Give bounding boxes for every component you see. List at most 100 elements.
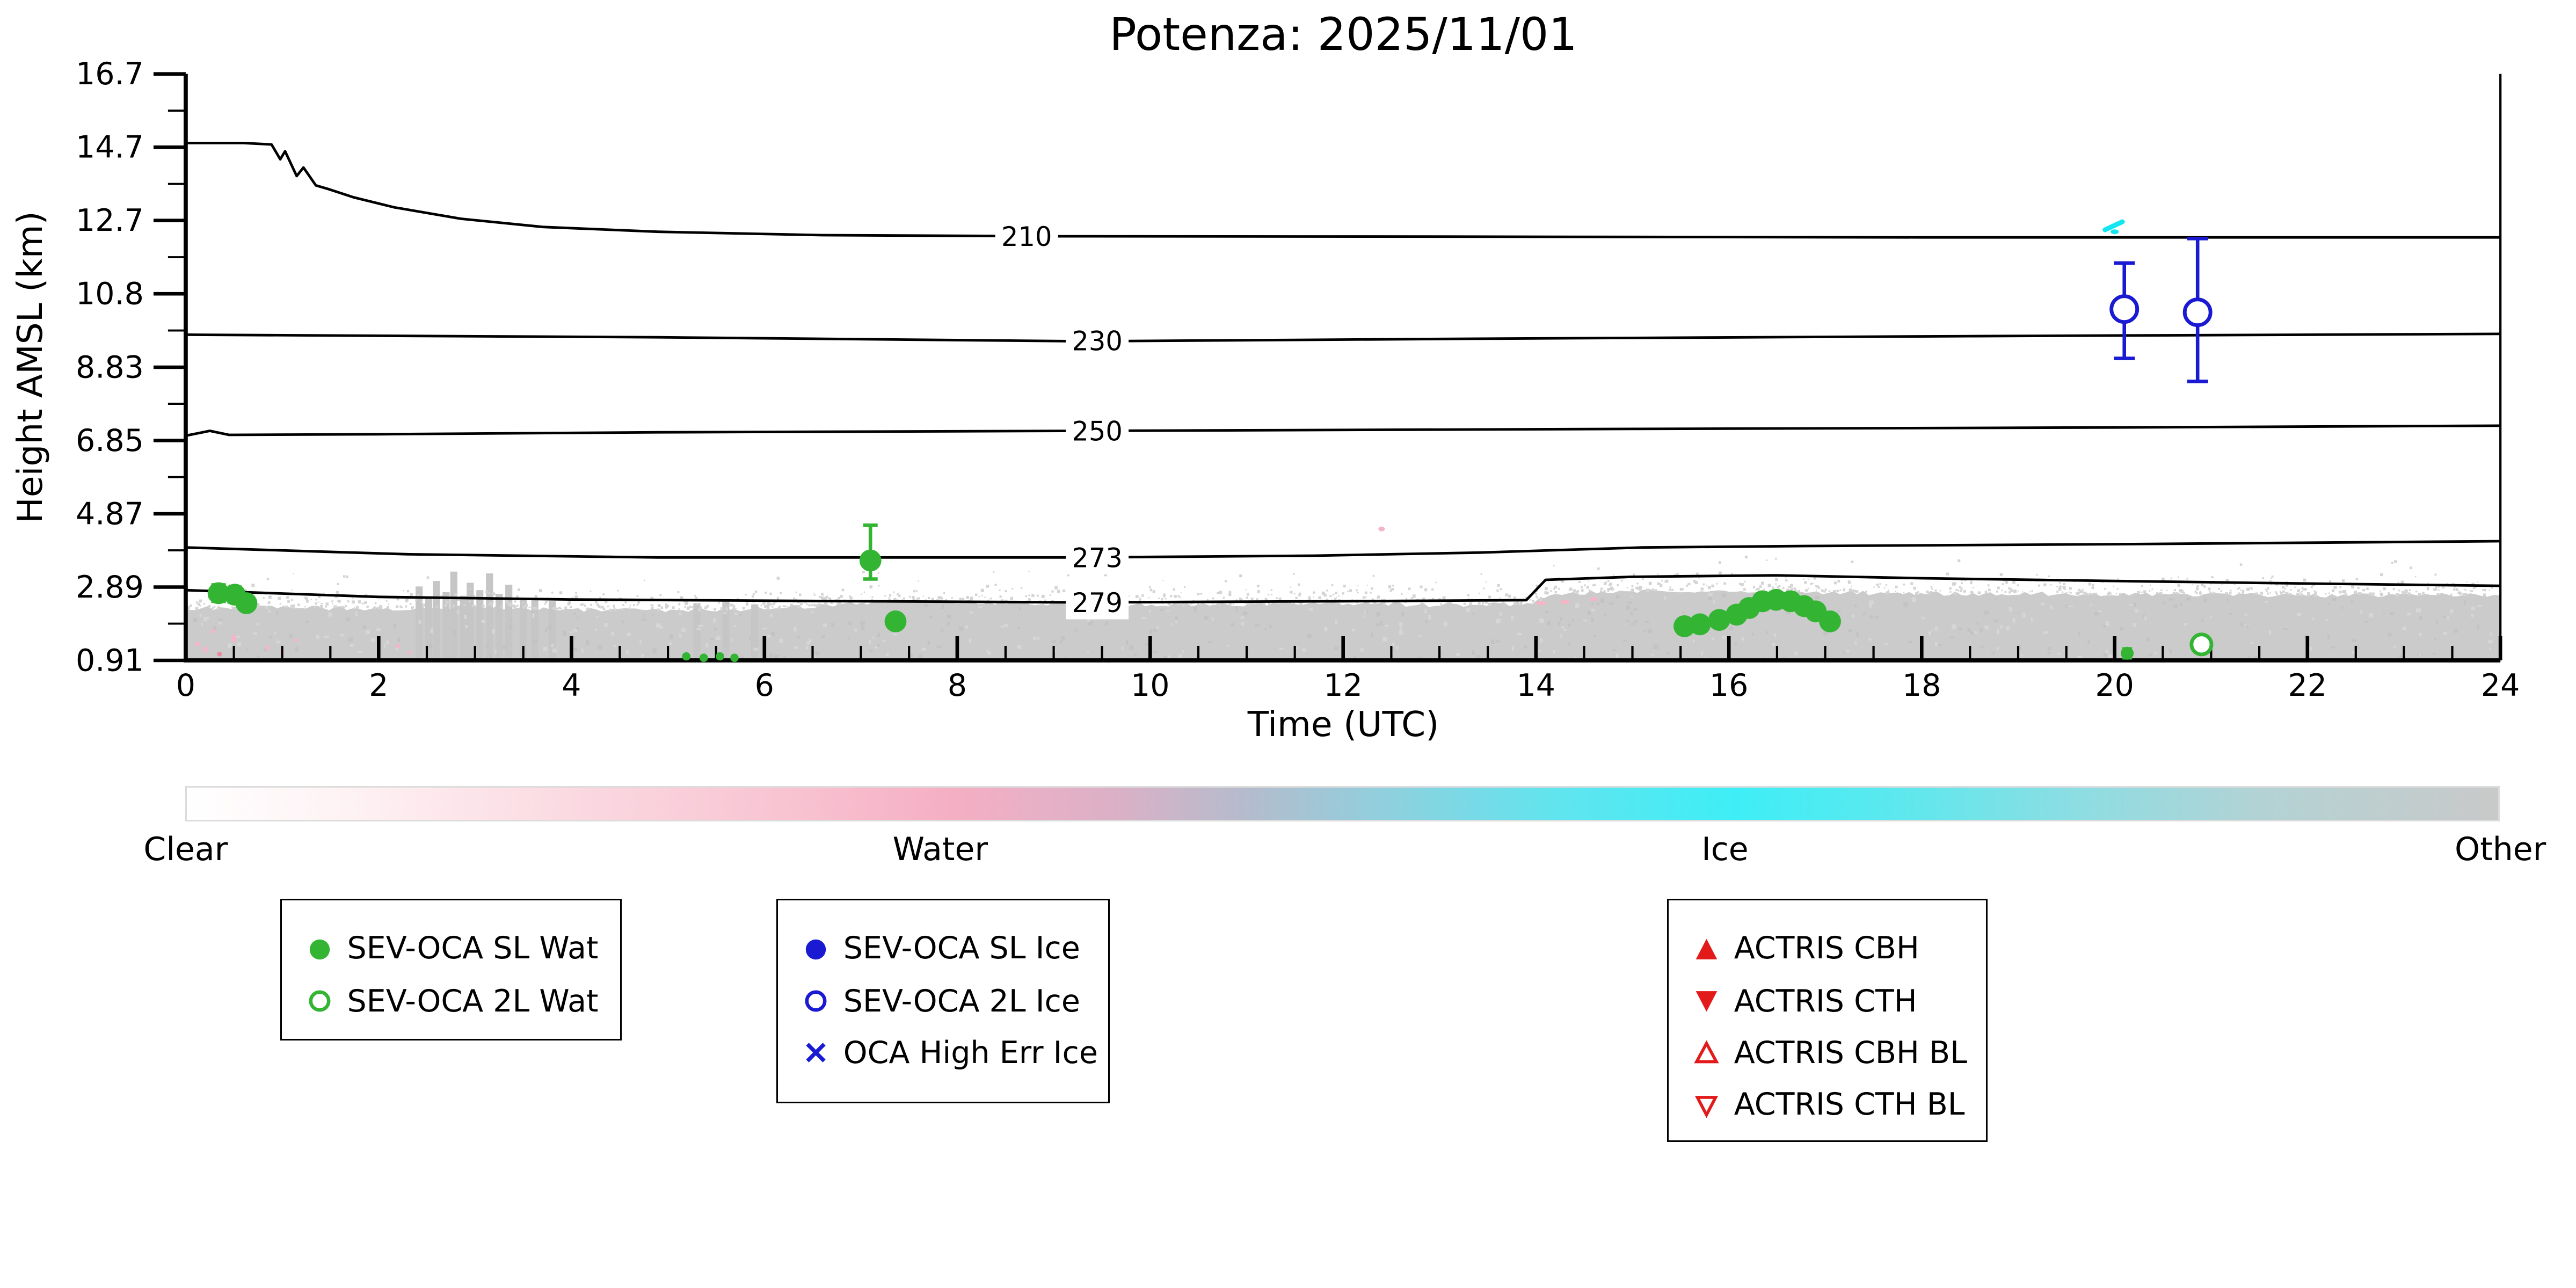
- legend-item-label: ACTRIS CBH: [1734, 931, 1919, 967]
- legend-item-label: SEV-OCA SL Ice: [843, 931, 1080, 967]
- legend-item-sl-wat: SEV-OCA SL Wat: [305, 923, 620, 975]
- x-tick-label: 10: [1131, 668, 1170, 703]
- classification-speck: [2111, 229, 2119, 235]
- 2l-wat-marker-icon: [308, 990, 330, 1012]
- classification-speck: [396, 643, 400, 649]
- plot-axes: 16.714.712.710.88.836.854.872.890.910 2 4 6…: [76, 56, 2520, 703]
- classification-speck: [1378, 526, 1385, 532]
- x-tick-label: 12: [1323, 668, 1363, 703]
- legend-item-label: ACTRIS CBH BL: [1734, 1035, 1967, 1071]
- retrieval-points: [207, 237, 2214, 662]
- legend-item-label: SEV-OCA 2L Wat: [347, 983, 599, 1019]
- legend-item-label: ACTRIS CTH BL: [1734, 1088, 1965, 1124]
- legend-item-2l-wat: SEV-OCA 2L Wat: [305, 975, 620, 1027]
- y-tick-label: 0.91: [76, 643, 144, 679]
- y-tick-label: 14.7: [76, 130, 144, 165]
- 2l-ice-marker-icon: [804, 990, 826, 1012]
- data-point: [2182, 297, 2213, 328]
- gray-streak: [433, 581, 440, 660]
- data-point: [2189, 632, 2214, 657]
- gray-streak: [496, 594, 503, 660]
- y-axis-label: Height AMSL (km): [10, 211, 50, 523]
- legend-item-actris-cth-bl: ACTRIS CTH BL: [1692, 1080, 1985, 1132]
- gray-streak: [520, 598, 527, 660]
- contour-line-273: [185, 540, 2501, 559]
- legend-box-sev-oca-ice: SEV-OCA SL Ice SEV-OCA 2L Ice OCA High E…: [775, 899, 1109, 1103]
- legend-item-actris-cth: ACTRIS CTH: [1692, 975, 1985, 1027]
- gray-streak: [476, 590, 484, 660]
- data-point: [859, 549, 882, 572]
- gray-streak: [460, 595, 467, 660]
- classification-speck: [1535, 601, 1547, 606]
- actris-cbh-marker-icon: [1695, 938, 1717, 959]
- y-tick-label: 16.7: [76, 56, 144, 92]
- classification-speck: [210, 628, 215, 634]
- x-tick-label: 14: [1517, 668, 1556, 703]
- contour-line-250: [185, 424, 2501, 437]
- data-point: [207, 582, 230, 605]
- contour-label: 210: [1001, 221, 1052, 252]
- gray-streak: [693, 603, 701, 660]
- x-axis-label: Time (UTC): [1247, 704, 1439, 745]
- actris-cth-bl-marker-icon: [1694, 1095, 1718, 1118]
- x-tick-label: 6: [755, 668, 774, 703]
- x-tick-label: 22: [2288, 668, 2327, 703]
- data-point: [2121, 646, 2134, 660]
- y-tick-label: 6.85: [76, 423, 144, 459]
- classification-speck: [1560, 600, 1570, 605]
- legend-item-2l-ice: SEV-OCA 2L Ice: [802, 975, 1108, 1027]
- contour-line-230: [185, 332, 2501, 343]
- classification-speck: [265, 645, 270, 651]
- cloud-classification-band: [185, 219, 2501, 663]
- x-tick-label: 4: [562, 668, 581, 703]
- data-point: [884, 610, 907, 632]
- x-tick-label: 8: [948, 668, 967, 703]
- contour-line-279: [185, 574, 2501, 604]
- contour-label: 273: [1072, 542, 1122, 573]
- contour-label: 279: [1072, 587, 1122, 618]
- y-tick-label: 2.89: [76, 570, 144, 605]
- contour-label: 250: [1072, 416, 1122, 447]
- actris-cbh-bl-marker-icon: [1693, 1040, 1719, 1064]
- legend-item-label: ACTRIS CTH: [1734, 983, 1917, 1019]
- data-point: [730, 653, 739, 662]
- legend-item-actris-cbh: ACTRIS CBH: [1692, 923, 1985, 975]
- data-point: [1689, 613, 1711, 636]
- colorbar-label-clear: Clear: [143, 829, 228, 868]
- data-point: [716, 652, 724, 661]
- legend-item-label: SEV-OCA 2L Ice: [843, 983, 1080, 1019]
- data-point: [235, 592, 258, 614]
- x-tick-label: 0: [176, 668, 195, 703]
- temperature-contours: 210 230 250 273 279: [185, 142, 2501, 620]
- classification-speck: [202, 646, 208, 653]
- contour-line-210: [185, 142, 2501, 239]
- gray-streak: [467, 583, 474, 660]
- classification-colorbar: [185, 785, 2501, 822]
- classification-speck: [1590, 597, 1598, 601]
- colorbar-label-ice: Ice: [1701, 829, 1749, 868]
- gray-streak: [450, 571, 457, 660]
- y-tick-label: 10.8: [76, 276, 144, 312]
- x-tick-label: 2: [369, 668, 388, 703]
- oca-high-err-ice-marker-icon: [805, 1043, 825, 1064]
- actris-cth-marker-icon: [1695, 991, 1717, 1012]
- gray-streak: [751, 604, 759, 660]
- y-tick-label: 4.87: [76, 497, 144, 532]
- gray-streak: [442, 592, 450, 660]
- classification-speck: [195, 642, 200, 647]
- classification-speck: [217, 651, 222, 657]
- sl-ice-marker-icon: [805, 938, 825, 959]
- classification-speck: [231, 634, 237, 643]
- data-point: [1708, 609, 1730, 631]
- data-point: [1819, 610, 1841, 632]
- legend-item-label: SEV-OCA SL Wat: [347, 931, 599, 967]
- classification-speck: [295, 638, 299, 643]
- legend-item-oca-high-err-ice: OCA High Err Ice: [802, 1027, 1108, 1079]
- legend-item-actris-cbh-bl: ACTRIS CBH BL: [1692, 1027, 1985, 1079]
- ice-speck: [2102, 219, 2125, 232]
- data-point: [699, 653, 708, 662]
- contour-label: 230: [1072, 326, 1122, 357]
- legend-item-sl-ice: SEV-OCA SL Ice: [802, 923, 1108, 975]
